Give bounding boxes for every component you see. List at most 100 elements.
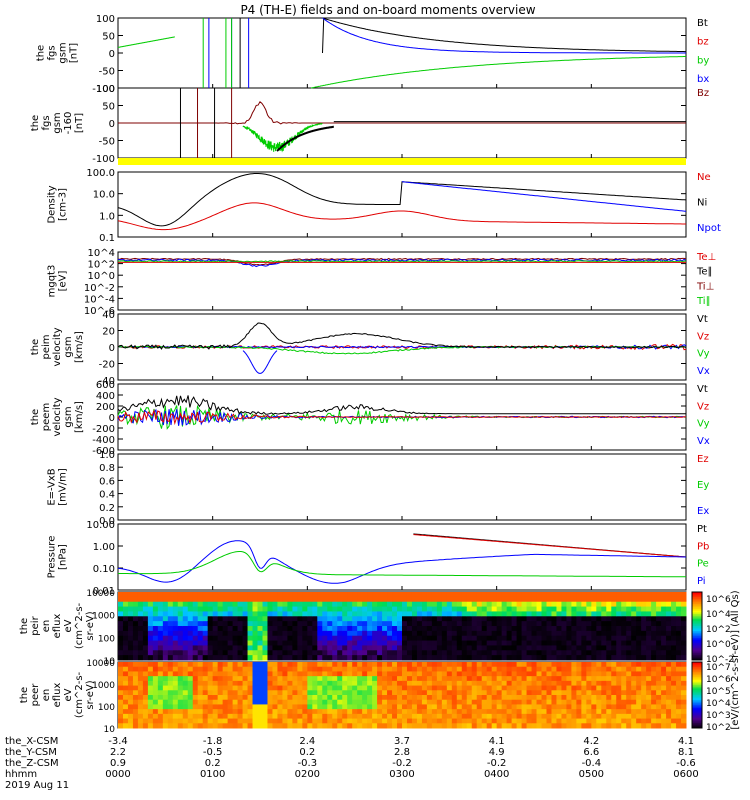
colorbar-segment xyxy=(692,695,702,698)
spectrogram-cell xyxy=(167,671,174,677)
spectrogram-cell xyxy=(656,713,662,720)
y-tick-label: 0.10 xyxy=(93,564,115,575)
spectrogram-cell xyxy=(197,671,204,677)
spectrogram-cell xyxy=(237,601,244,608)
spectrogram-cell xyxy=(656,626,662,632)
spectrogram-cell xyxy=(411,621,418,627)
spectrogram-cell xyxy=(566,666,572,672)
spectrogram-cell xyxy=(272,690,278,696)
spectrogram-cell xyxy=(222,655,229,661)
spectrogram-cell xyxy=(531,655,538,661)
spectrogram-cell xyxy=(187,650,194,656)
spectrogram-cell xyxy=(277,630,283,637)
spectrogram-cell xyxy=(332,606,338,612)
spectrogram-cell xyxy=(297,635,303,642)
spectrogram-cell xyxy=(496,709,503,715)
spectrogram-cell xyxy=(132,690,139,696)
spectrogram-cell xyxy=(402,723,408,729)
ephemeris-value: -0.3 xyxy=(298,758,318,769)
spectrogram-cell xyxy=(337,616,343,622)
spectrogram-cell xyxy=(651,606,657,612)
spectrogram-cell xyxy=(302,676,308,682)
spectrogram-cell xyxy=(636,611,642,617)
spectrogram-cell xyxy=(362,713,368,720)
spectrogram-cell xyxy=(152,645,159,651)
spectrogram-cell xyxy=(581,601,587,608)
spectrogram-cell xyxy=(177,699,184,705)
spectrogram-cell xyxy=(506,606,513,612)
spectrogram-cell xyxy=(192,621,199,627)
spectrogram-cell xyxy=(621,666,627,672)
spectrogram-cell xyxy=(561,690,567,696)
spectrogram-cell xyxy=(312,655,318,661)
spectrogram-cell xyxy=(257,718,263,724)
spectrogram-cell xyxy=(137,601,144,608)
spectrogram-cell xyxy=(307,666,313,672)
spectrogram-cell xyxy=(516,685,523,691)
spectrogram-cell xyxy=(337,635,343,642)
spectrogram-cell xyxy=(182,635,189,642)
spectrogram-cell xyxy=(676,723,682,729)
spectrogram-cell xyxy=(127,630,134,637)
spectrogram-cell xyxy=(451,616,458,622)
spectrogram-cell xyxy=(666,640,672,646)
spectrogram-cell xyxy=(511,626,518,632)
spectrogram-cell xyxy=(406,713,413,720)
spectrogram-cell xyxy=(332,704,338,710)
spectrogram-cell xyxy=(247,718,254,724)
spectrogram-cell xyxy=(322,680,328,687)
spectrogram-cell xyxy=(506,611,513,617)
spectrogram-cell xyxy=(257,662,263,668)
spectrogram-cell xyxy=(227,655,234,661)
spectrogram-cell xyxy=(506,685,513,691)
spectrogram-cell xyxy=(317,635,323,642)
spectrogram-cell xyxy=(367,630,373,637)
spectrogram-cell xyxy=(367,709,373,715)
panel-frame xyxy=(117,523,687,591)
spectrogram-cell xyxy=(357,680,363,687)
spectrogram-cell xyxy=(342,690,348,696)
spectrogram-cell xyxy=(192,626,199,632)
spectrogram-cell xyxy=(416,699,423,705)
spectrogram-cell xyxy=(377,592,383,598)
spectrogram-cell xyxy=(481,671,488,677)
spectrogram-cell xyxy=(416,621,423,627)
spectrogram-cell xyxy=(646,676,652,682)
spectrogram-cell xyxy=(217,685,224,691)
spectrogram-cell xyxy=(561,596,567,603)
spectrogram-cell xyxy=(367,690,373,696)
spectrogram-cell xyxy=(466,630,473,637)
spectrogram-cell xyxy=(317,723,323,729)
spectrogram-cell xyxy=(352,635,358,642)
spectrogram-cell xyxy=(566,680,572,687)
spectrogram-cell xyxy=(307,695,313,701)
spectrogram-cell xyxy=(436,601,443,608)
spectrogram-cell xyxy=(506,723,513,729)
spectrogram-cell xyxy=(471,680,478,687)
spectrogram-cell xyxy=(392,713,398,720)
spectrogram-cell xyxy=(466,611,473,617)
spectrogram-cell xyxy=(451,718,458,724)
spectrogram-cell xyxy=(581,699,587,705)
spectrogram-cell xyxy=(646,630,652,637)
spectrogram-cell xyxy=(576,676,582,682)
spectrogram-cell xyxy=(287,630,293,637)
colorbar-segment xyxy=(692,668,702,671)
spectrogram-cell xyxy=(177,616,184,622)
spectrogram-cell xyxy=(541,699,547,705)
spectrogram-cell xyxy=(501,626,508,632)
spectrogram-cell xyxy=(621,695,627,701)
spectrogram-cell xyxy=(367,713,373,720)
spectrogram-cell xyxy=(566,676,572,682)
legend-entry: by xyxy=(697,55,709,66)
spectrogram-cell xyxy=(431,718,438,724)
ephemeris-value: 4.9 xyxy=(489,747,505,758)
spectrogram-cell xyxy=(456,709,463,715)
spectrogram-cell xyxy=(486,592,493,598)
spectrogram-cell xyxy=(317,695,323,701)
spectrogram-cell xyxy=(656,630,662,637)
spectrogram-cell xyxy=(207,723,214,729)
spectrogram-cell xyxy=(521,671,528,677)
spectrogram-cell xyxy=(322,606,328,612)
spectrogram-cell xyxy=(451,606,458,612)
